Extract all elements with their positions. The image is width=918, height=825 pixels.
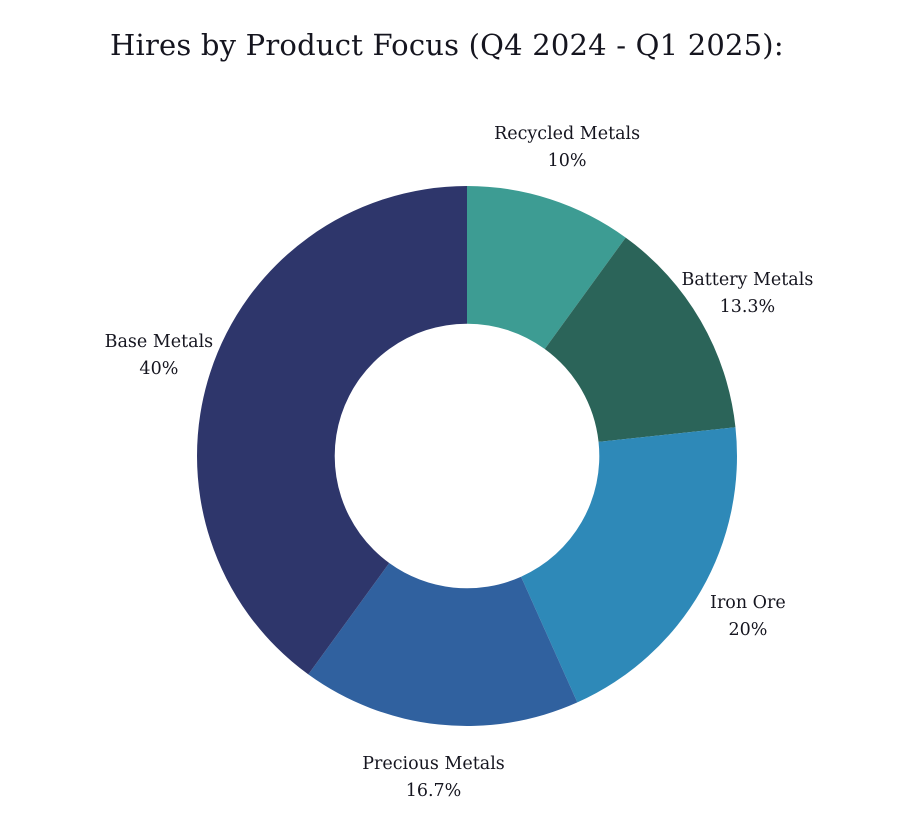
chart-title: Hires by Product Focus (Q4 2024 - Q1 202… <box>110 28 784 62</box>
slice-label-value: 20% <box>728 620 768 641</box>
slice-label-value: 40% <box>139 358 179 379</box>
pie-slice-base-metals <box>197 186 467 675</box>
pie-slice-precious-metals <box>308 563 578 727</box>
pie-slice-recycled-metals <box>467 186 626 349</box>
slice-label-iron-ore: Iron Ore 20% <box>710 590 786 644</box>
slice-label-base-metals: Base Metals 40% <box>105 329 214 383</box>
slice-label-battery-metals: Battery Metals 13.3% <box>681 267 813 321</box>
pie-slice-battery-metals <box>544 237 736 442</box>
slice-label-value: 16.7% <box>405 781 462 802</box>
slice-label-name: Precious Metals <box>362 754 505 775</box>
slice-label-recycled-metals: Recycled Metals 10% <box>494 121 640 175</box>
slice-label-name: Iron Ore <box>710 593 786 614</box>
slice-label-precious-metals: Precious Metals 16.7% <box>362 751 505 805</box>
pie-slice-iron-ore <box>521 427 737 703</box>
slice-label-value: 13.3% <box>719 296 776 317</box>
slice-label-name: Battery Metals <box>681 269 814 290</box>
slice-label-value: 10% <box>547 150 587 171</box>
slice-label-name: Base Metals <box>104 331 214 352</box>
slice-label-name: Recycled Metals <box>494 123 641 144</box>
